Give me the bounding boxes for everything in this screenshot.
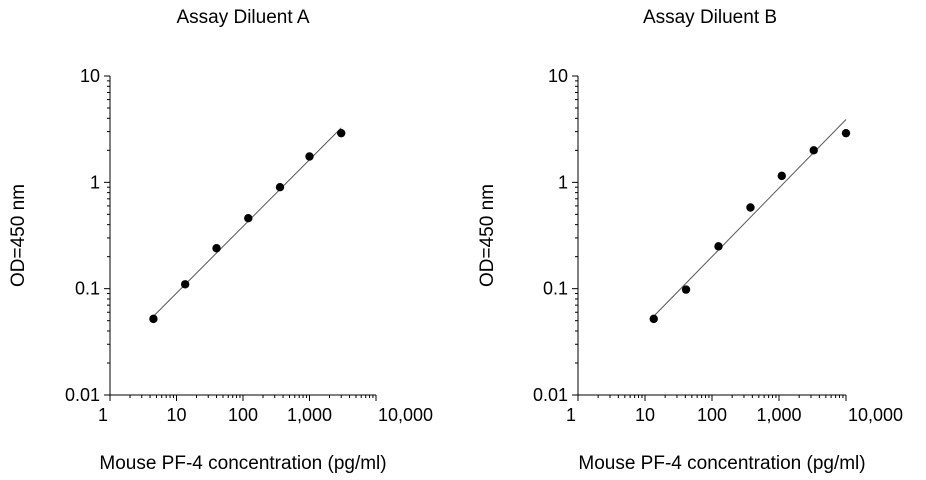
x-tick-label: 10,000 (378, 405, 433, 425)
chart-title: Assay Diluent B (643, 7, 777, 28)
data-point (275, 182, 285, 192)
x-axis-label: Mouse PF-4 concentration (pg/ml) (578, 453, 865, 474)
x-tick-label: 100 (228, 405, 258, 425)
data-point (777, 171, 786, 181)
data-point (681, 285, 691, 294)
chart-panel-2: Assay Diluent B 0.01 0.1 1 10 1 10 100 1,000 10,0… (477, 7, 903, 474)
y-tick-label: 0.1 (543, 279, 568, 299)
y-tick-label: 10 (548, 66, 568, 86)
y-axis-label: OD=450 nm (477, 184, 498, 287)
x-tick-label: 1,000 (756, 405, 801, 425)
data-point (337, 128, 346, 138)
data-point (714, 242, 723, 251)
data-point (841, 128, 851, 138)
data-point (244, 213, 253, 223)
x-tick-label: 10 (635, 405, 655, 425)
data-point (809, 146, 818, 155)
data-point (746, 203, 755, 212)
x-tick-label: 1 (566, 405, 576, 425)
y-axis-label: OD=450 nm (8, 184, 29, 287)
y-tick-label: 10 (80, 66, 100, 86)
chart-title: Assay Diluent A (176, 7, 309, 28)
x-axis-label: Mouse PF-4 concentration (pg/ml) (99, 453, 386, 474)
data-point (305, 152, 314, 161)
y-tick-label: 0.01 (533, 385, 568, 405)
y-tick-label: 1 (558, 172, 568, 192)
x-tick-label: 100 (697, 405, 727, 425)
y-tick-label: 1 (90, 172, 100, 192)
y-tick-label: 0.01 (65, 385, 100, 405)
x-tick-label: 10 (166, 405, 186, 425)
x-tick-label: 1,000 (287, 405, 332, 425)
data-point (649, 314, 658, 324)
y-tick-label: 0.1 (75, 279, 100, 299)
chart-panel-1: Assay Diluent A 0.01 0.1 1 10 1 10 100 1,000 10,0… (8, 7, 433, 474)
data-point (149, 314, 158, 324)
data-point (180, 280, 190, 289)
x-tick-label: 10,000 (848, 405, 903, 425)
x-tick-label: 1 (98, 405, 108, 425)
data-point (212, 244, 221, 253)
